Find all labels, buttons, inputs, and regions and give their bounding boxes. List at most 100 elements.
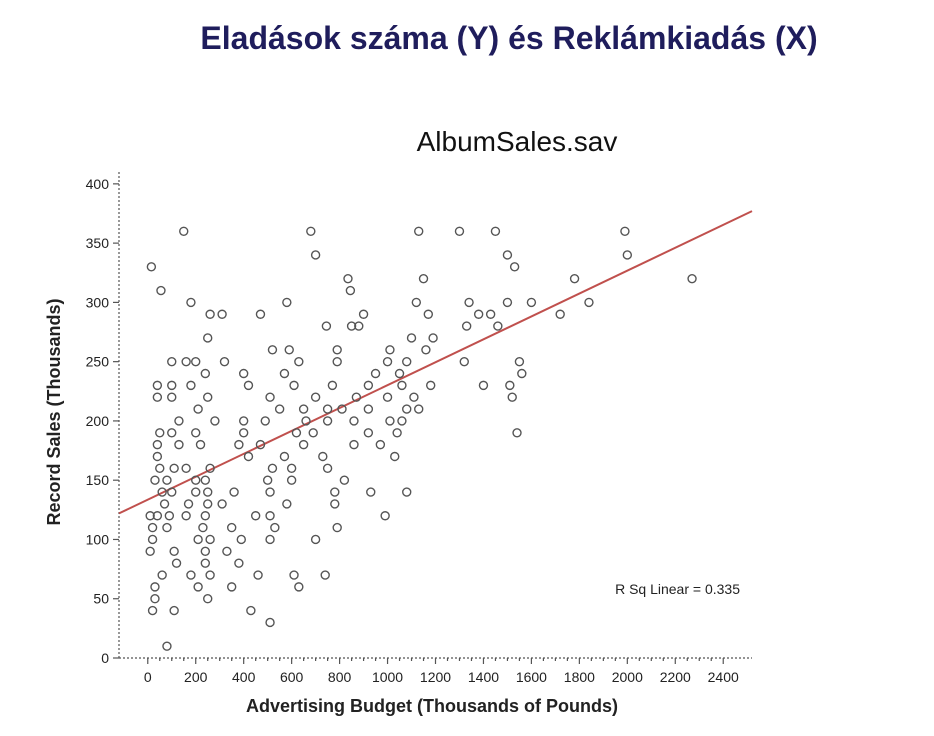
y-axis-label: Record Sales (Thousands) (44, 298, 64, 525)
data-point (414, 404, 424, 414)
data-point (150, 475, 160, 485)
data-points (145, 226, 697, 651)
x-axis-label: Advertising Budget (Thousands of Pounds) (246, 696, 618, 716)
data-point (265, 392, 275, 402)
y-tick-label: 100 (86, 531, 110, 547)
x-tick-label: 0 (144, 669, 152, 685)
data-point (349, 416, 359, 426)
data-point (162, 522, 172, 533)
data-point (238, 416, 249, 426)
data-point (512, 428, 522, 438)
data-point (321, 321, 332, 331)
y-tick-label: 250 (86, 354, 110, 370)
data-point (203, 499, 213, 509)
data-point (246, 605, 256, 616)
data-point (186, 297, 196, 308)
data-point (169, 463, 179, 474)
data-point (147, 534, 158, 545)
data-point (454, 226, 465, 236)
data-point (385, 416, 395, 426)
data-point (584, 297, 594, 308)
data-point (243, 380, 254, 391)
data-point (229, 487, 239, 497)
data-point (205, 463, 215, 474)
data-point (236, 534, 246, 545)
data-point (298, 439, 309, 450)
data-point (164, 511, 175, 521)
data-point (286, 463, 297, 474)
data-point (147, 522, 158, 533)
data-point (402, 404, 412, 414)
data-point (459, 356, 469, 367)
data-point (291, 428, 302, 438)
slide-title: Eladások száma (Y) és Reklámkiadás (X) (200, 20, 818, 56)
data-point (370, 368, 381, 379)
data-point (210, 416, 220, 426)
data-point (152, 392, 163, 402)
data-point (167, 356, 177, 367)
data-point (270, 522, 280, 533)
y-tick-label: 350 (86, 235, 110, 251)
data-point (219, 356, 230, 367)
data-point (354, 321, 364, 331)
data-point (320, 570, 330, 580)
data-point (156, 285, 166, 296)
data-point (394, 368, 405, 379)
data-point (250, 511, 261, 521)
data-point (169, 546, 179, 557)
data-point (265, 617, 275, 628)
data-point (150, 582, 160, 592)
data-point (205, 309, 215, 319)
x-tick-label: 2400 (708, 669, 739, 685)
data-point (146, 262, 157, 272)
data-point (332, 522, 342, 533)
data-point (421, 345, 431, 355)
data-point (279, 368, 290, 379)
data-point (526, 297, 537, 308)
data-point (306, 226, 316, 236)
data-point (428, 333, 438, 343)
x-tick-label: 200 (184, 669, 208, 685)
data-point (382, 356, 393, 367)
data-point (392, 428, 402, 438)
data-point (155, 463, 165, 474)
data-point (620, 226, 630, 236)
data-point (265, 534, 275, 545)
data-point (200, 368, 211, 379)
data-point (464, 297, 474, 308)
data-point (382, 392, 393, 402)
data-point (203, 487, 213, 497)
data-point (222, 546, 232, 557)
data-point (152, 380, 163, 391)
x-tick-label: 1000 (372, 669, 403, 685)
data-point (191, 356, 201, 367)
x-tick-label: 600 (280, 669, 304, 685)
data-point (505, 380, 515, 391)
data-point (322, 463, 333, 474)
data-point (282, 499, 292, 509)
x-tick-label: 2000 (612, 669, 643, 685)
data-point (294, 356, 304, 367)
data-point (255, 439, 266, 450)
data-point (349, 439, 359, 450)
data-point (507, 392, 517, 402)
x-tick-label: 1800 (564, 669, 595, 685)
data-point (181, 463, 191, 474)
data-point (267, 463, 278, 474)
data-point (181, 511, 191, 521)
data-point (517, 368, 527, 379)
data-point (380, 511, 390, 521)
data-point (171, 558, 182, 568)
data-point (193, 582, 203, 592)
data-point (191, 428, 201, 438)
x-tick-label: 800 (328, 669, 352, 685)
data-point (167, 428, 177, 438)
data-point (473, 309, 484, 319)
data-point (162, 641, 172, 651)
data-point (555, 309, 565, 319)
data-point (363, 404, 374, 414)
data-point (418, 273, 429, 284)
data-point (181, 356, 191, 367)
data-point (234, 439, 244, 450)
